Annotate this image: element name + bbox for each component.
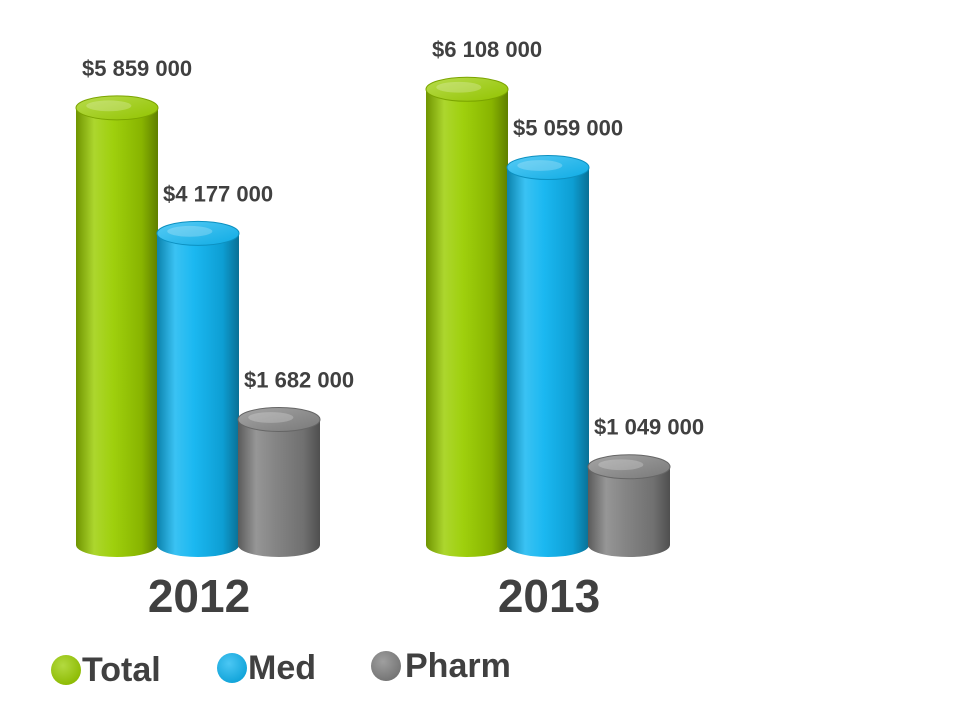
bar-top	[156, 220, 240, 246]
category-label-2012: 2012	[148, 570, 250, 622]
labels-layer: $5 859 000 $4 177 000 $1 682 000 $6 108 000…	[82, 37, 704, 439]
legend-marker	[371, 651, 401, 681]
bars-layer	[75, 76, 671, 558]
value-label-pharm-2013: $1 049 000	[594, 415, 704, 440]
category-label-2013: 2013	[498, 570, 600, 622]
bar-body	[588, 466, 670, 557]
bar-body	[238, 419, 320, 557]
bar-body	[157, 233, 239, 557]
bar-top	[75, 95, 159, 121]
bar-top-highlight	[517, 160, 563, 171]
legend: Total Med Pharm	[51, 647, 511, 689]
bar-top	[425, 76, 509, 102]
bar-top	[237, 406, 321, 432]
categories-layer: 2012 2013	[148, 570, 600, 622]
value-label-total-2013: $6 108 000	[432, 37, 542, 62]
legend-label: Total	[82, 651, 161, 689]
bar-top-highlight	[248, 412, 294, 423]
bar-body	[76, 107, 158, 557]
bar-pharm-2013	[587, 454, 671, 557]
legend-label: Med	[248, 649, 316, 687]
legend-label: Pharm	[405, 647, 511, 685]
legend-marker	[217, 653, 247, 683]
bar-body	[507, 167, 589, 558]
bar-med-2013	[506, 155, 590, 558]
bar-top-highlight	[436, 81, 482, 93]
legend-item-pharm: Pharm	[371, 647, 511, 685]
value-label-med-2012: $4 177 000	[163, 181, 273, 206]
bar-total-2013	[425, 76, 509, 557]
legend-item-total: Total	[51, 651, 161, 689]
value-label-med-2013: $5 059 000	[513, 116, 623, 141]
bar-pharm-2012	[237, 406, 321, 557]
bar-top-highlight	[167, 225, 213, 237]
legend-item-med: Med	[217, 649, 316, 687]
bar-body	[426, 89, 508, 557]
bar-med-2012	[156, 220, 240, 557]
bar-top	[587, 454, 671, 480]
bar-top-highlight	[86, 100, 132, 112]
value-label-total-2012: $5 859 000	[82, 56, 192, 81]
bar-top	[506, 155, 590, 181]
bar-top-highlight	[598, 459, 644, 471]
bar-total-2012	[75, 95, 159, 557]
legend-marker	[51, 655, 81, 685]
value-label-pharm-2012: $1 682 000	[244, 367, 354, 392]
